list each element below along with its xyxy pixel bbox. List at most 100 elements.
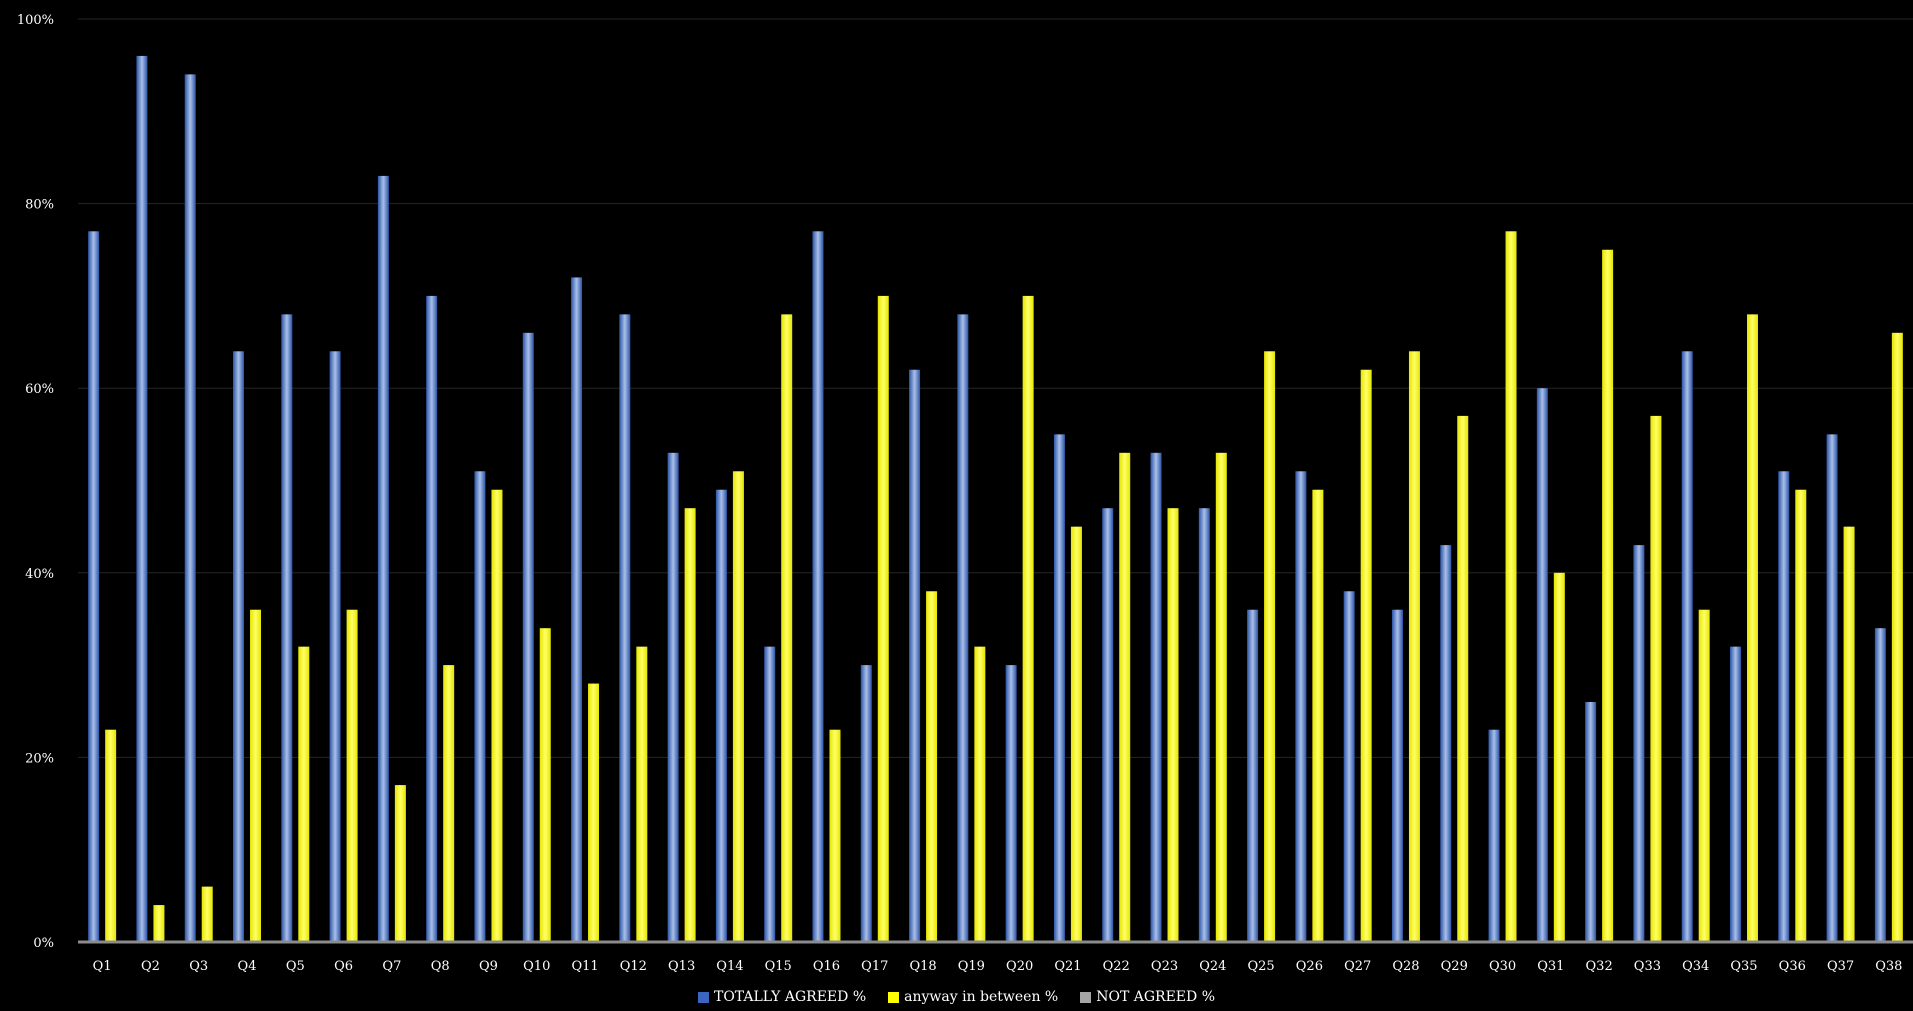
y-tick-label: 80% <box>25 198 54 213</box>
bar-in-between <box>153 905 165 942</box>
x-tick-label: Q16 <box>813 959 840 974</box>
bar-in-between <box>732 471 744 942</box>
legend-item-not-agreed: NOT AGREED % <box>1080 989 1215 1005</box>
bar-totally-agreed <box>1150 452 1162 942</box>
x-tick-label: Q19 <box>958 959 985 974</box>
x-tick-label: Q25 <box>1247 959 1274 974</box>
bar-in-between <box>1360 369 1372 942</box>
bar-totally-agreed <box>1633 545 1645 942</box>
bar-totally-agreed <box>619 314 631 942</box>
bar-in-between <box>105 729 117 942</box>
y-tick-label: 40% <box>25 567 54 582</box>
bar-in-between <box>877 295 889 942</box>
x-tick-label: Q9 <box>479 959 498 974</box>
bar-in-between <box>1843 526 1855 942</box>
x-tick-label: Q15 <box>765 959 792 974</box>
x-tick-label: Q37 <box>1827 959 1854 974</box>
legend-swatch-gray <box>1080 991 1092 1003</box>
x-tick-label: Q1 <box>93 959 112 974</box>
y-tick-label: 20% <box>25 751 54 766</box>
x-tick-label: Q8 <box>431 959 450 974</box>
bar-in-between <box>974 646 986 942</box>
bar-in-between <box>1746 314 1758 942</box>
bar-totally-agreed <box>1343 591 1355 942</box>
bar-in-between <box>443 665 455 942</box>
bar-in-between <box>250 609 262 942</box>
x-tick-label: Q3 <box>189 959 208 974</box>
bar-in-between <box>1312 489 1324 942</box>
x-tick-label: Q29 <box>1441 959 1468 974</box>
bar-totally-agreed <box>522 332 534 942</box>
y-tick-label: 0% <box>33 936 54 951</box>
x-tick-label: Q4 <box>238 959 257 974</box>
x-tick-label: Q6 <box>334 959 353 974</box>
bar-totally-agreed <box>715 489 727 942</box>
x-tick-label: Q21 <box>1054 959 1081 974</box>
legend: TOTALLY AGREED % anyway in between % NOT… <box>0 987 1913 1007</box>
bar-totally-agreed <box>1488 729 1500 942</box>
x-tick-label: Q22 <box>1103 959 1130 974</box>
x-tick-label: Q26 <box>1296 959 1323 974</box>
bar-totally-agreed <box>812 231 824 943</box>
bar-totally-agreed <box>184 74 196 942</box>
bar-in-between <box>588 683 600 942</box>
bar-totally-agreed <box>1005 665 1017 942</box>
x-tick-label: Q33 <box>1634 959 1661 974</box>
bar-totally-agreed <box>1826 434 1838 942</box>
x-tick-label: Q17 <box>861 959 888 974</box>
x-tick-label: Q31 <box>1537 959 1564 974</box>
bar-totally-agreed <box>1778 471 1790 942</box>
bar-in-between <box>1891 332 1903 942</box>
bar-totally-agreed <box>909 369 921 942</box>
bar-totally-agreed <box>764 646 776 942</box>
x-tick-label: Q28 <box>1392 959 1419 974</box>
x-tick-label: Q2 <box>141 959 160 974</box>
y-tick-label: 60% <box>25 382 54 397</box>
bars <box>88 55 1903 943</box>
bar-totally-agreed <box>1729 646 1741 942</box>
bar-in-between <box>1650 415 1662 942</box>
x-tick-label: Q12 <box>620 959 647 974</box>
x-tick-label: Q14 <box>716 959 743 974</box>
bar-totally-agreed <box>1585 702 1597 942</box>
y-axis-ticks: 0% 20% 40% 60% 80% 100% <box>17 13 54 951</box>
bar-totally-agreed <box>1681 351 1693 942</box>
legend-label: TOTALLY AGREED % <box>713 989 867 1005</box>
bar-in-between <box>636 646 648 942</box>
x-tick-label: Q11 <box>571 959 598 974</box>
x-tick-label: Q30 <box>1489 959 1516 974</box>
bar-in-between <box>684 508 696 942</box>
bar-in-between <box>1602 249 1614 942</box>
bar-totally-agreed <box>1874 628 1886 942</box>
bar-in-between <box>1457 415 1469 942</box>
bar-in-between <box>298 646 310 942</box>
bar-totally-agreed <box>1198 508 1210 942</box>
x-tick-label: Q36 <box>1779 959 1806 974</box>
x-tick-label: Q35 <box>1730 959 1757 974</box>
bar-totally-agreed <box>860 665 872 942</box>
legend-swatch-blue <box>697 991 709 1003</box>
bar-totally-agreed <box>1391 609 1403 942</box>
bar-in-between <box>1070 526 1082 942</box>
x-tick-label: Q20 <box>1006 959 1033 974</box>
bar-totally-agreed <box>426 295 438 942</box>
legend-label: NOT AGREED % <box>1096 989 1216 1005</box>
bar-totally-agreed <box>667 452 679 942</box>
bar-in-between <box>1408 351 1420 942</box>
bar-in-between <box>1264 351 1276 942</box>
x-tick-label: Q23 <box>1151 959 1178 974</box>
x-axis-ticks: Q1 Q2 Q3 Q4 Q5 Q6 Q7 Q8 Q9 Q10 Q11 Q12 Q13 Q14 Q15 Q16 Q… <box>93 959 1903 974</box>
bar-in-between <box>926 591 938 942</box>
x-tick-label: Q27 <box>1344 959 1371 974</box>
bar-totally-agreed <box>88 231 100 943</box>
bar-in-between <box>539 628 551 942</box>
legend-item-totally-agreed: TOTALLY AGREED % <box>697 989 867 1005</box>
bar-totally-agreed <box>571 277 583 942</box>
x-tick-label: Q13 <box>668 959 695 974</box>
bar-in-between <box>1553 572 1565 942</box>
bar-totally-agreed <box>1053 434 1065 942</box>
bar-in-between <box>346 609 358 942</box>
bar-totally-agreed <box>1295 471 1307 942</box>
x-tick-label: Q7 <box>382 959 401 974</box>
x-tick-label: Q34 <box>1682 959 1709 974</box>
